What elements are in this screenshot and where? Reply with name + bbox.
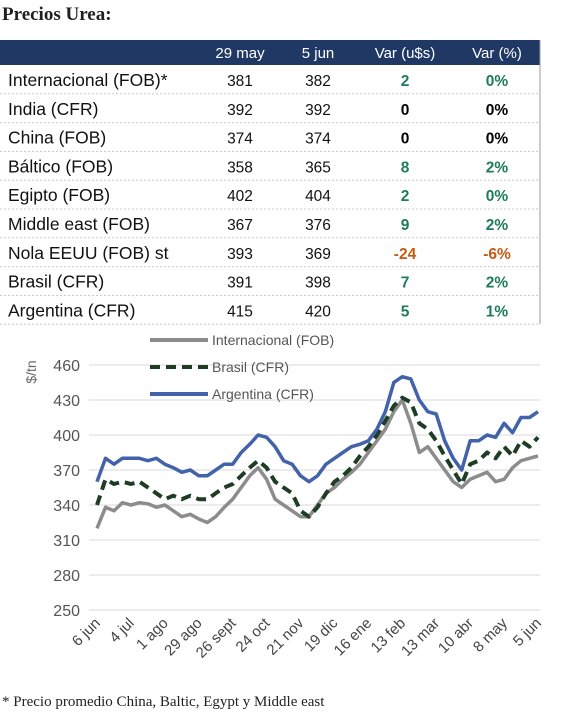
table-cell: 398 (305, 275, 331, 292)
table-cell: 0 (401, 131, 410, 148)
table-cell: 415 (227, 303, 253, 320)
table-cell: Internacional (FOB)* (8, 70, 168, 90)
x-tick-label: 16 ene (331, 615, 375, 659)
table-cell: 0% (486, 102, 509, 119)
x-tick-label: 21 nov (263, 614, 307, 658)
legend-label: Argentina (CFR) (212, 386, 314, 402)
table-cell: 9 (401, 217, 410, 234)
y-tick-label: 430 (53, 393, 80, 410)
table-cell: China (FOB) (8, 128, 106, 148)
table-cell: India (CFR) (8, 99, 98, 119)
x-tick-label: 5 jun (510, 615, 545, 650)
table-cell: 1% (486, 303, 509, 320)
table-cell: 391 (227, 275, 253, 292)
y-tick-label: 370 (53, 463, 80, 480)
table-header-cell: Var (%) (472, 45, 522, 62)
table-cell: 358 (227, 159, 253, 176)
y-axis-label: $/tn (23, 360, 39, 383)
y-tick-label: 310 (53, 533, 80, 550)
table-cell: 0% (486, 131, 509, 148)
table-cell: 376 (305, 217, 331, 234)
y-tick-label: 400 (53, 428, 80, 445)
table-cell: 0 (401, 102, 410, 119)
table-cell: Brasil (CFR) (8, 272, 104, 292)
x-tick-label: 10 abr (435, 615, 477, 657)
x-tick-label: 8 may (470, 614, 511, 655)
table-cell: 392 (227, 102, 253, 119)
table-cell: 402 (227, 188, 253, 205)
table-header-cell: 29 may (215, 45, 265, 62)
table-cell: 367 (227, 217, 253, 234)
table-cell: Egipto (FOB) (8, 185, 110, 205)
table-cell: 374 (305, 131, 331, 148)
table-cell: Middle east (FOB) (8, 214, 150, 234)
table-cell: -24 (394, 246, 417, 263)
table-cell: 381 (227, 73, 253, 90)
legend-label: Internacional (FOB) (212, 332, 334, 348)
table-cell: 0% (486, 188, 509, 205)
table-cell: 5 (401, 303, 410, 320)
table-cell: 2 (401, 73, 410, 90)
table-cell: 393 (227, 246, 253, 263)
table-header-cell: Var (u$s) (375, 45, 436, 62)
table-cell: 365 (305, 159, 331, 176)
series-line (95, 395, 540, 519)
series-line (95, 374, 539, 484)
y-tick-label: 460 (53, 358, 80, 375)
table-cell: 2% (486, 159, 509, 176)
table-cell: 2 (401, 188, 410, 205)
footnote: * Precio promedio China, Baltic, Egypt y… (2, 694, 325, 710)
table-cell: 7 (401, 275, 410, 292)
x-tick-label: 13 mar (398, 615, 443, 660)
table-cell: -6% (483, 246, 511, 263)
table-cell: 2% (486, 275, 509, 292)
y-tick-label: 340 (53, 498, 80, 515)
table-cell: 404 (305, 188, 331, 205)
table-cell: Nola EEUU (FOB) st (8, 243, 169, 263)
table-cell: 2% (486, 217, 509, 234)
y-tick-label: 250 (53, 603, 80, 620)
table-cell: Báltico (FOB) (8, 156, 113, 176)
table-cell: 392 (305, 102, 331, 119)
legend-label: Brasil (CFR) (212, 359, 289, 375)
table-cell: 8 (401, 159, 410, 176)
y-tick-label: 280 (53, 568, 80, 585)
table-cell: 0% (486, 73, 509, 90)
table-header-cell: 5 jun (302, 45, 335, 62)
table-cell: 420 (305, 303, 331, 320)
x-tick-label: 6 jun (69, 615, 104, 650)
table-cell: 369 (305, 246, 331, 263)
table-cell: Argentina (CFR) (8, 300, 135, 320)
page-title: Precios Urea: (2, 4, 112, 25)
table-header-bg (0, 40, 540, 65)
table-cell: 374 (227, 131, 253, 148)
table-cell: 382 (305, 73, 331, 90)
